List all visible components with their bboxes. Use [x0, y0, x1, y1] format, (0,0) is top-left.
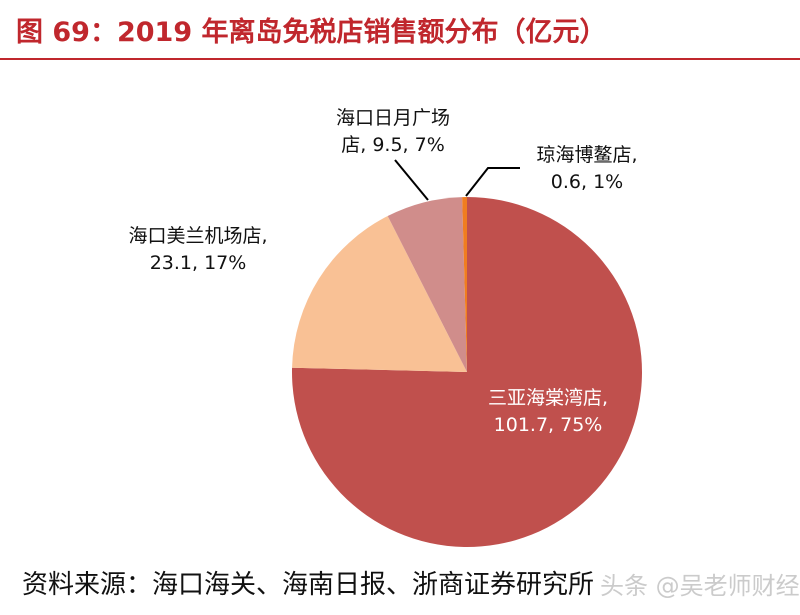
pie-slice-2 [387, 197, 467, 372]
leader-line-3 [465, 167, 520, 197]
slice-label-1-name: 海口美兰机场店, [128, 225, 267, 247]
pie-slice-1 [292, 216, 467, 372]
pie-slice-0 [291, 197, 642, 548]
slice-label-1-value: 23.1, 17% [150, 252, 247, 274]
chart-title: 图 69：2019 年离岛免税店销售额分布（亿元） [16, 17, 607, 48]
slice-label-3-value: 0.6, 1% [551, 171, 623, 193]
slice-label-3-name: 琼海博鳌店, [536, 144, 637, 166]
slice-label-2-value: 店, 9.5, 7% [341, 134, 445, 156]
leader-line-2 [394, 159, 429, 201]
pie-slice-3 [462, 197, 467, 372]
source-note: 资料来源：海口海关、海南日报、浙商证券研究所 [22, 570, 595, 600]
title-underline [0, 58, 800, 60]
slice-label-0-name: 三亚海棠湾店, [488, 387, 608, 409]
slice-label-0-value: 101.7, 75% [494, 414, 603, 436]
slice-label-2-name: 海口日月广场 [336, 107, 450, 129]
watermark: 头条 @吴老师财经 [600, 572, 800, 600]
